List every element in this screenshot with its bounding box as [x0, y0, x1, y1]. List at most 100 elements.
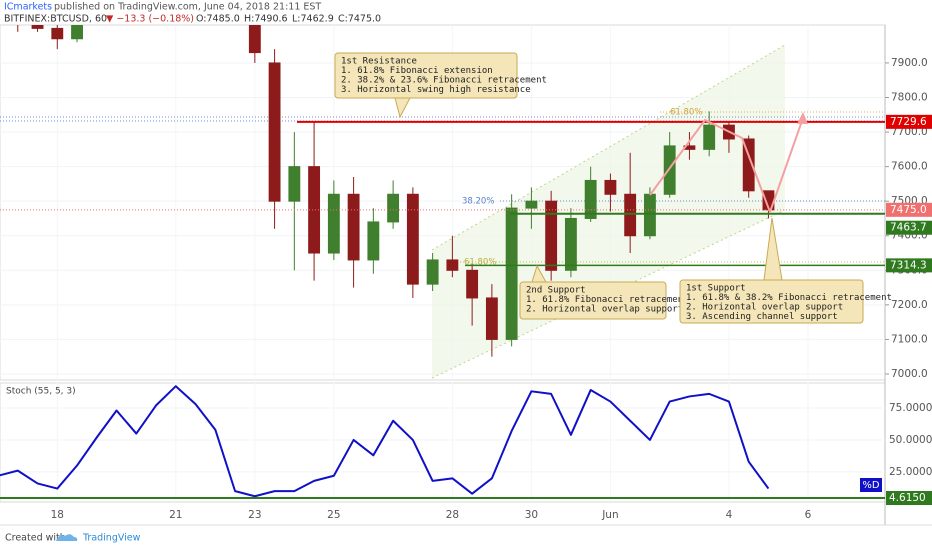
legend-label: %D — [862, 480, 880, 491]
candle-body — [466, 269, 479, 299]
candle-body — [505, 207, 518, 340]
level-label: 7463.7 — [890, 222, 927, 234]
publisher[interactable]: ICmarkets — [4, 2, 52, 13]
x-tick-label: 23 — [248, 509, 261, 521]
candle-body — [545, 200, 558, 271]
legend-box — [860, 478, 882, 492]
ohlc-close: C:7475.0 — [338, 14, 381, 25]
candle-body — [248, 25, 261, 54]
x-tick-label: 4 — [726, 509, 733, 521]
candle-body — [367, 221, 380, 261]
note-line: 1. 61.8% Fibonacci extension — [341, 66, 493, 76]
level-label: 7475.0 — [890, 204, 927, 216]
y-tick-label: 7100.0 — [891, 333, 928, 345]
x-tick-label: 30 — [525, 509, 538, 521]
y-tick-label: 7600.0 — [891, 161, 928, 173]
candle-body — [0, 8, 3, 18]
projection-arrow — [769, 117, 804, 213]
candle-body — [485, 297, 498, 340]
candle-body — [584, 179, 597, 219]
ohlc-high: H:7490.6 — [244, 14, 288, 25]
x-tick-label: 6 — [805, 509, 812, 521]
candles — [0, 8, 775, 357]
candle-body — [268, 62, 281, 202]
candle-body — [426, 259, 439, 285]
y-tick-label: 7700.0 — [891, 126, 928, 138]
note-line: 1st Resistance — [341, 57, 417, 67]
note-box — [334, 52, 518, 99]
candle-body — [31, 25, 44, 29]
y-tick-label: 7800.0 — [891, 92, 928, 104]
tradingview-logo — [56, 534, 78, 541]
level-label-bg — [886, 202, 932, 217]
candle-body — [51, 27, 64, 40]
level-label: 7729.6 — [890, 116, 927, 128]
arrows — [649, 112, 808, 213]
channel-upper — [431, 44, 786, 251]
candle-body — [347, 193, 360, 261]
note-line: 3. Ascending channel support — [686, 312, 838, 322]
x-tick-label: Jun — [601, 509, 618, 521]
note-line: 1. 61.8% Fibonacci retracement — [526, 295, 689, 305]
candle-body — [406, 193, 419, 285]
ohlc-open: O:7485.0 — [196, 14, 240, 25]
candle-body — [446, 259, 459, 271]
projection-path — [649, 118, 771, 213]
footer-brand[interactable]: TradingView — [82, 533, 141, 544]
candle-body — [624, 193, 637, 237]
arrow-head — [797, 112, 808, 124]
candle-body — [643, 193, 656, 237]
stoch-line-group — [0, 385, 770, 498]
y-tick-label: 50.0000 — [889, 434, 932, 446]
fib-label: 38.20% — [462, 197, 494, 207]
y-tick-label: 75.0000 — [889, 402, 932, 414]
candle-body — [308, 166, 321, 254]
levels — [0, 120, 885, 500]
note-line: 2nd Support — [526, 286, 586, 296]
note-box — [519, 281, 667, 320]
note-line: 1st Support — [686, 284, 746, 294]
y-tick-label: 25.0000 — [889, 466, 932, 478]
level-label: 7314.3 — [890, 259, 927, 271]
published: published on TradingView.com, June 04, 2… — [54, 2, 321, 13]
candle-body — [71, 25, 83, 40]
note-line: 2. 38.2% & 23.6% Fibonacci retracement — [341, 76, 547, 86]
candle-body — [327, 193, 340, 254]
note-box — [679, 279, 864, 324]
stoch-pane — [0, 382, 886, 503]
note-line: 2. Horizontal overlap support — [526, 305, 683, 315]
note-line: 3. Horizontal swing high resistance — [341, 85, 531, 95]
candle-body — [742, 138, 755, 192]
ohlc-low: L:7462.9 — [292, 14, 334, 25]
note-line: 2. Horizontal overlap support — [686, 303, 843, 313]
fib-label: 61.80% — [464, 258, 496, 268]
candle-body — [604, 179, 617, 195]
stoch-level-bg — [886, 491, 932, 506]
candle-body — [387, 193, 400, 223]
candle-body — [663, 145, 676, 195]
x-tick-label: 25 — [327, 509, 340, 521]
level-label-bg — [886, 220, 932, 235]
candle-body — [288, 166, 301, 202]
note-line: 1. 61.8% & 38.2% Fibonacci retracement — [686, 293, 892, 303]
y-tick-label: 7200.0 — [891, 299, 928, 311]
footer-created: Created with — [5, 533, 66, 544]
level-label-bg — [886, 258, 932, 273]
foreground: 7000.07100.07200.07300.07400.07500.07600… — [51, 57, 932, 521]
x-tick-label: 21 — [169, 509, 182, 521]
stoch-title: Stoch (55, 5, 3) — [6, 387, 76, 397]
fib-label: 61.80% — [670, 108, 702, 118]
y-tick-label: 7000.0 — [891, 368, 928, 380]
level-label-bg — [886, 114, 932, 129]
change: ▼ −13.3 (−0.18%) — [106, 14, 194, 25]
x-tick-label: 18 — [51, 509, 64, 521]
stoch-level-label: 4.6150 — [889, 492, 926, 504]
stoch-line — [0, 385, 770, 498]
candle-body — [564, 217, 577, 271]
y-tick-label: 7900.0 — [891, 57, 928, 69]
symbol: BITFINEX:BTCUSD, 60 — [4, 14, 107, 25]
candle-body — [525, 200, 538, 209]
candle-body — [703, 124, 716, 150]
